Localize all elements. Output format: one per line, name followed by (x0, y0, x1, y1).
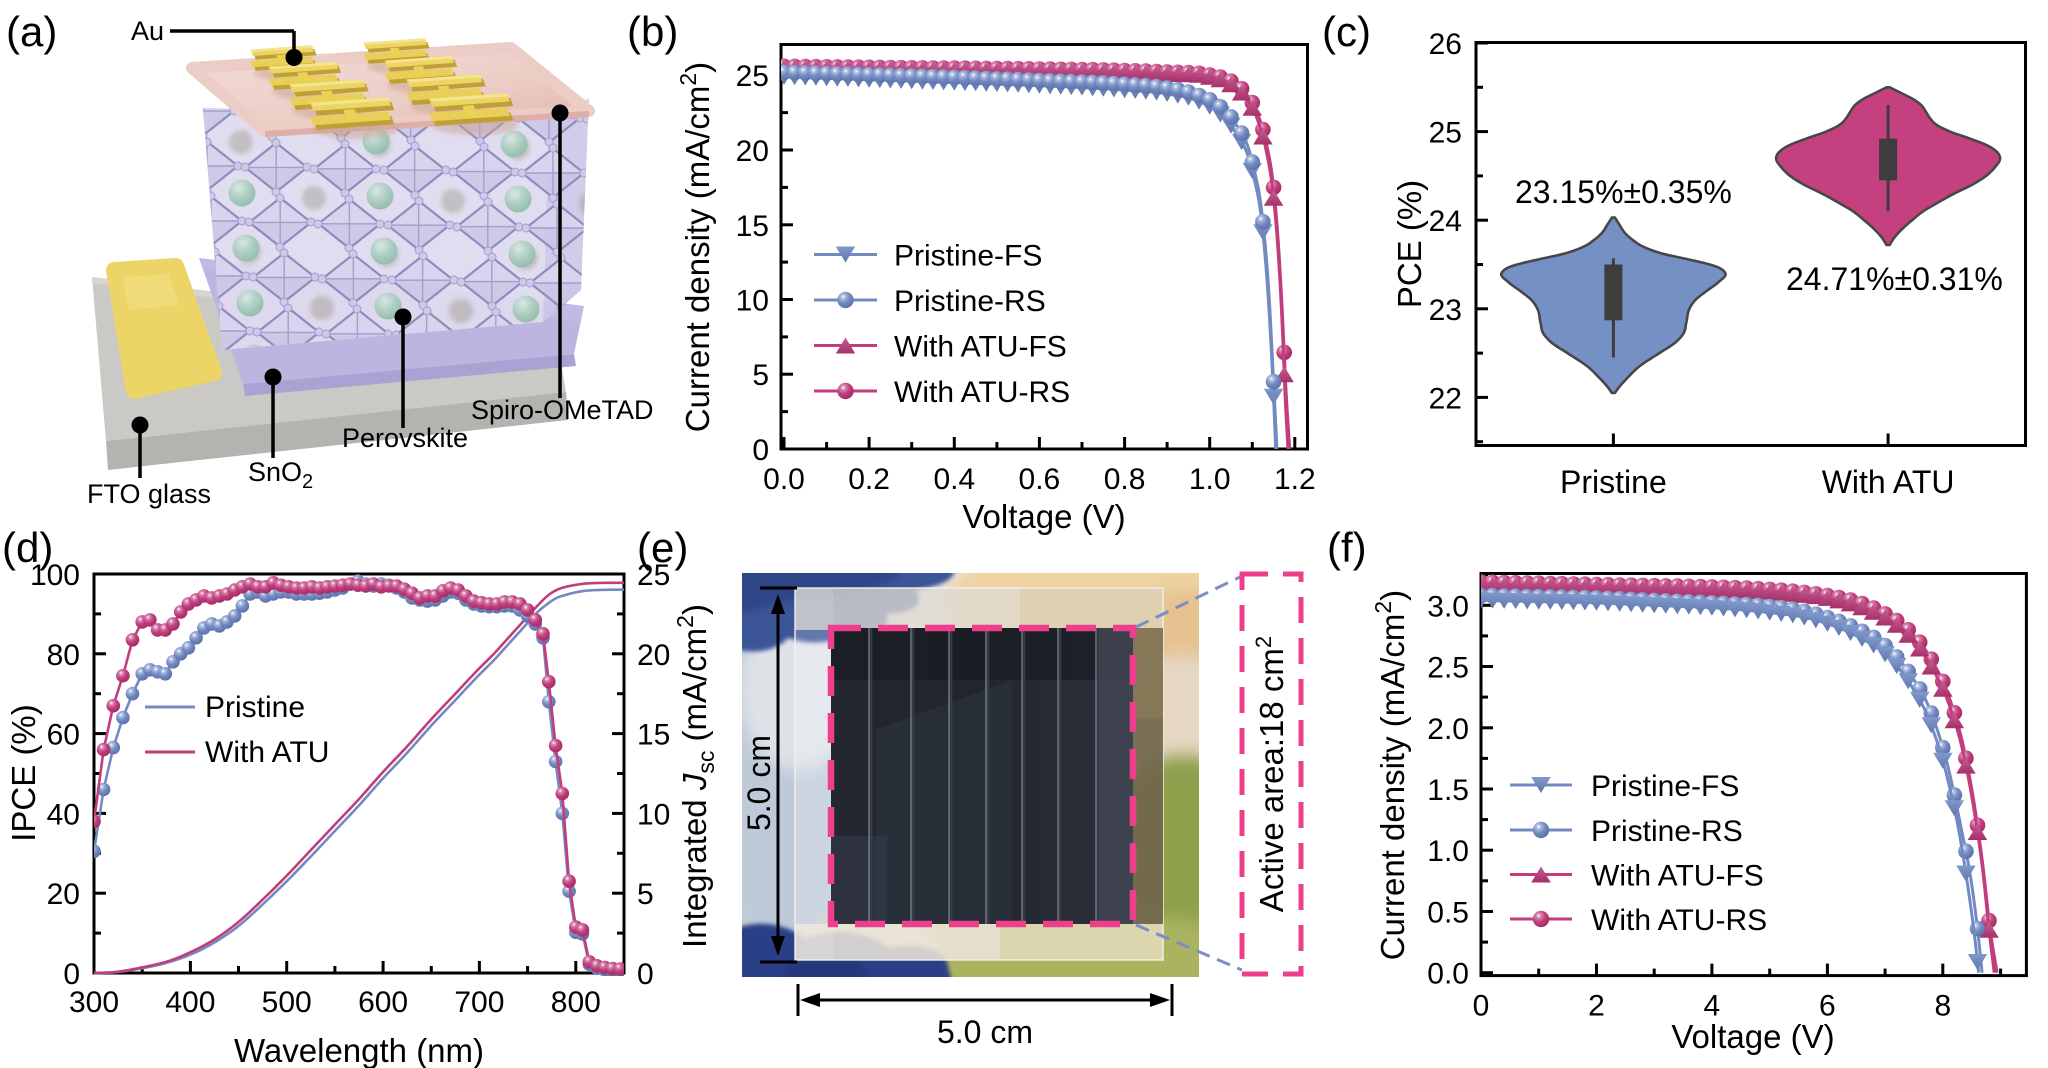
svg-text:20: 20 (637, 639, 670, 672)
svg-text:Current density (mA/cm2): Current density (mA/cm2) (675, 62, 716, 432)
svg-text:Pristine-RS: Pristine-RS (894, 285, 1046, 318)
svg-text:0: 0 (63, 958, 80, 991)
svg-text:(b): (b) (627, 8, 678, 55)
svg-text:15: 15 (736, 210, 769, 243)
svg-text:With ATU-RS: With ATU-RS (1591, 904, 1767, 937)
svg-text:Active area:18 cm2: Active area:18 cm2 (1251, 636, 1290, 912)
svg-text:2.0: 2.0 (1427, 713, 1469, 746)
svg-text:700: 700 (454, 986, 504, 1019)
svg-text:0.0: 0.0 (763, 463, 805, 496)
svg-text:22: 22 (1429, 382, 1462, 415)
svg-text:600: 600 (358, 986, 408, 1019)
svg-text:FTO glass: FTO glass (87, 479, 211, 509)
svg-text:With ATU-RS: With ATU-RS (894, 376, 1070, 409)
svg-text:20: 20 (736, 135, 769, 168)
svg-text:23.15%±0.35%: 23.15%±0.35% (1515, 174, 1732, 210)
svg-text:5: 5 (637, 878, 654, 911)
svg-text:(e): (e) (637, 524, 688, 571)
svg-text:80: 80 (47, 639, 80, 672)
svg-text:25: 25 (1429, 117, 1462, 150)
svg-text:24: 24 (1429, 205, 1462, 238)
svg-text:10: 10 (736, 285, 769, 318)
svg-text:With ATU: With ATU (205, 736, 329, 769)
svg-text:Spiro-OMeTAD: Spiro-OMeTAD (471, 395, 654, 425)
svg-text:Current density (mA/cm2): Current density (mA/cm2) (1370, 590, 1411, 960)
svg-text:(d): (d) (2, 524, 53, 571)
svg-text:2.5: 2.5 (1427, 652, 1469, 685)
svg-text:SnO2: SnO2 (248, 457, 313, 493)
svg-text:25: 25 (637, 559, 670, 592)
svg-text:20: 20 (47, 878, 80, 911)
svg-text:With ATU-FS: With ATU-FS (894, 331, 1067, 364)
svg-text:1.5: 1.5 (1427, 774, 1469, 807)
svg-text:With ATU: With ATU (1822, 464, 1955, 500)
svg-text:3.0: 3.0 (1427, 590, 1469, 623)
svg-text:800: 800 (551, 986, 601, 1019)
svg-text:1.0: 1.0 (1189, 463, 1231, 496)
svg-text:0.8: 0.8 (1104, 463, 1146, 496)
svg-text:400: 400 (165, 986, 215, 1019)
svg-text:500: 500 (262, 986, 312, 1019)
svg-text:25: 25 (736, 60, 769, 93)
svg-text:10: 10 (637, 798, 670, 831)
svg-text:0.2: 0.2 (848, 463, 890, 496)
svg-text:4: 4 (1704, 990, 1721, 1023)
svg-text:6: 6 (1819, 990, 1836, 1023)
svg-text:1.0: 1.0 (1427, 835, 1469, 868)
svg-text:23: 23 (1429, 294, 1462, 327)
svg-text:40: 40 (47, 798, 80, 831)
svg-text:IPCE (%): IPCE (%) (5, 704, 42, 842)
svg-text:Au: Au (131, 16, 164, 46)
svg-text:Pristine-RS: Pristine-RS (1591, 815, 1743, 848)
svg-text:(c): (c) (1322, 8, 1371, 55)
svg-text:15: 15 (637, 719, 670, 752)
svg-text:0: 0 (1473, 990, 1490, 1023)
svg-text:Wavelength (nm): Wavelength (nm) (234, 1032, 484, 1068)
svg-text:1.2: 1.2 (1274, 463, 1316, 496)
svg-text:0.6: 0.6 (1019, 463, 1061, 496)
svg-text:24.71%±0.31%: 24.71%±0.31% (1786, 261, 2003, 297)
svg-text:Pristine-FS: Pristine-FS (894, 240, 1042, 273)
svg-text:0.5: 0.5 (1427, 897, 1469, 930)
svg-text:Voltage (V): Voltage (V) (962, 498, 1125, 535)
svg-text:300: 300 (69, 986, 119, 1019)
svg-text:Voltage (V): Voltage (V) (1671, 1018, 1834, 1055)
svg-text:60: 60 (47, 719, 80, 752)
svg-text:0: 0 (637, 958, 654, 991)
svg-text:Pristine-FS: Pristine-FS (1591, 770, 1739, 803)
svg-text:Perovskite: Perovskite (342, 423, 468, 453)
svg-text:5: 5 (752, 359, 769, 392)
svg-text:Pristine: Pristine (205, 691, 305, 724)
svg-text:0: 0 (752, 434, 769, 467)
svg-text:PCE (%): PCE (%) (1391, 180, 1428, 308)
svg-text:2: 2 (1588, 990, 1605, 1023)
svg-text:(f): (f) (1327, 524, 1367, 571)
svg-text:0.4: 0.4 (933, 463, 975, 496)
svg-text:100: 100 (30, 559, 80, 592)
svg-text:Pristine: Pristine (1560, 464, 1667, 500)
svg-text:26: 26 (1429, 28, 1462, 61)
svg-text:Integrated Jsc (mA/cm2): Integrated Jsc (mA/cm2) (672, 604, 719, 948)
svg-text:0.0: 0.0 (1427, 958, 1469, 991)
svg-text:8: 8 (1934, 990, 1951, 1023)
svg-text:5.0 cm: 5.0 cm (741, 735, 777, 831)
svg-text:5.0 cm: 5.0 cm (937, 1014, 1033, 1050)
svg-text:(a): (a) (6, 8, 57, 55)
svg-text:With ATU-FS: With ATU-FS (1591, 860, 1764, 893)
